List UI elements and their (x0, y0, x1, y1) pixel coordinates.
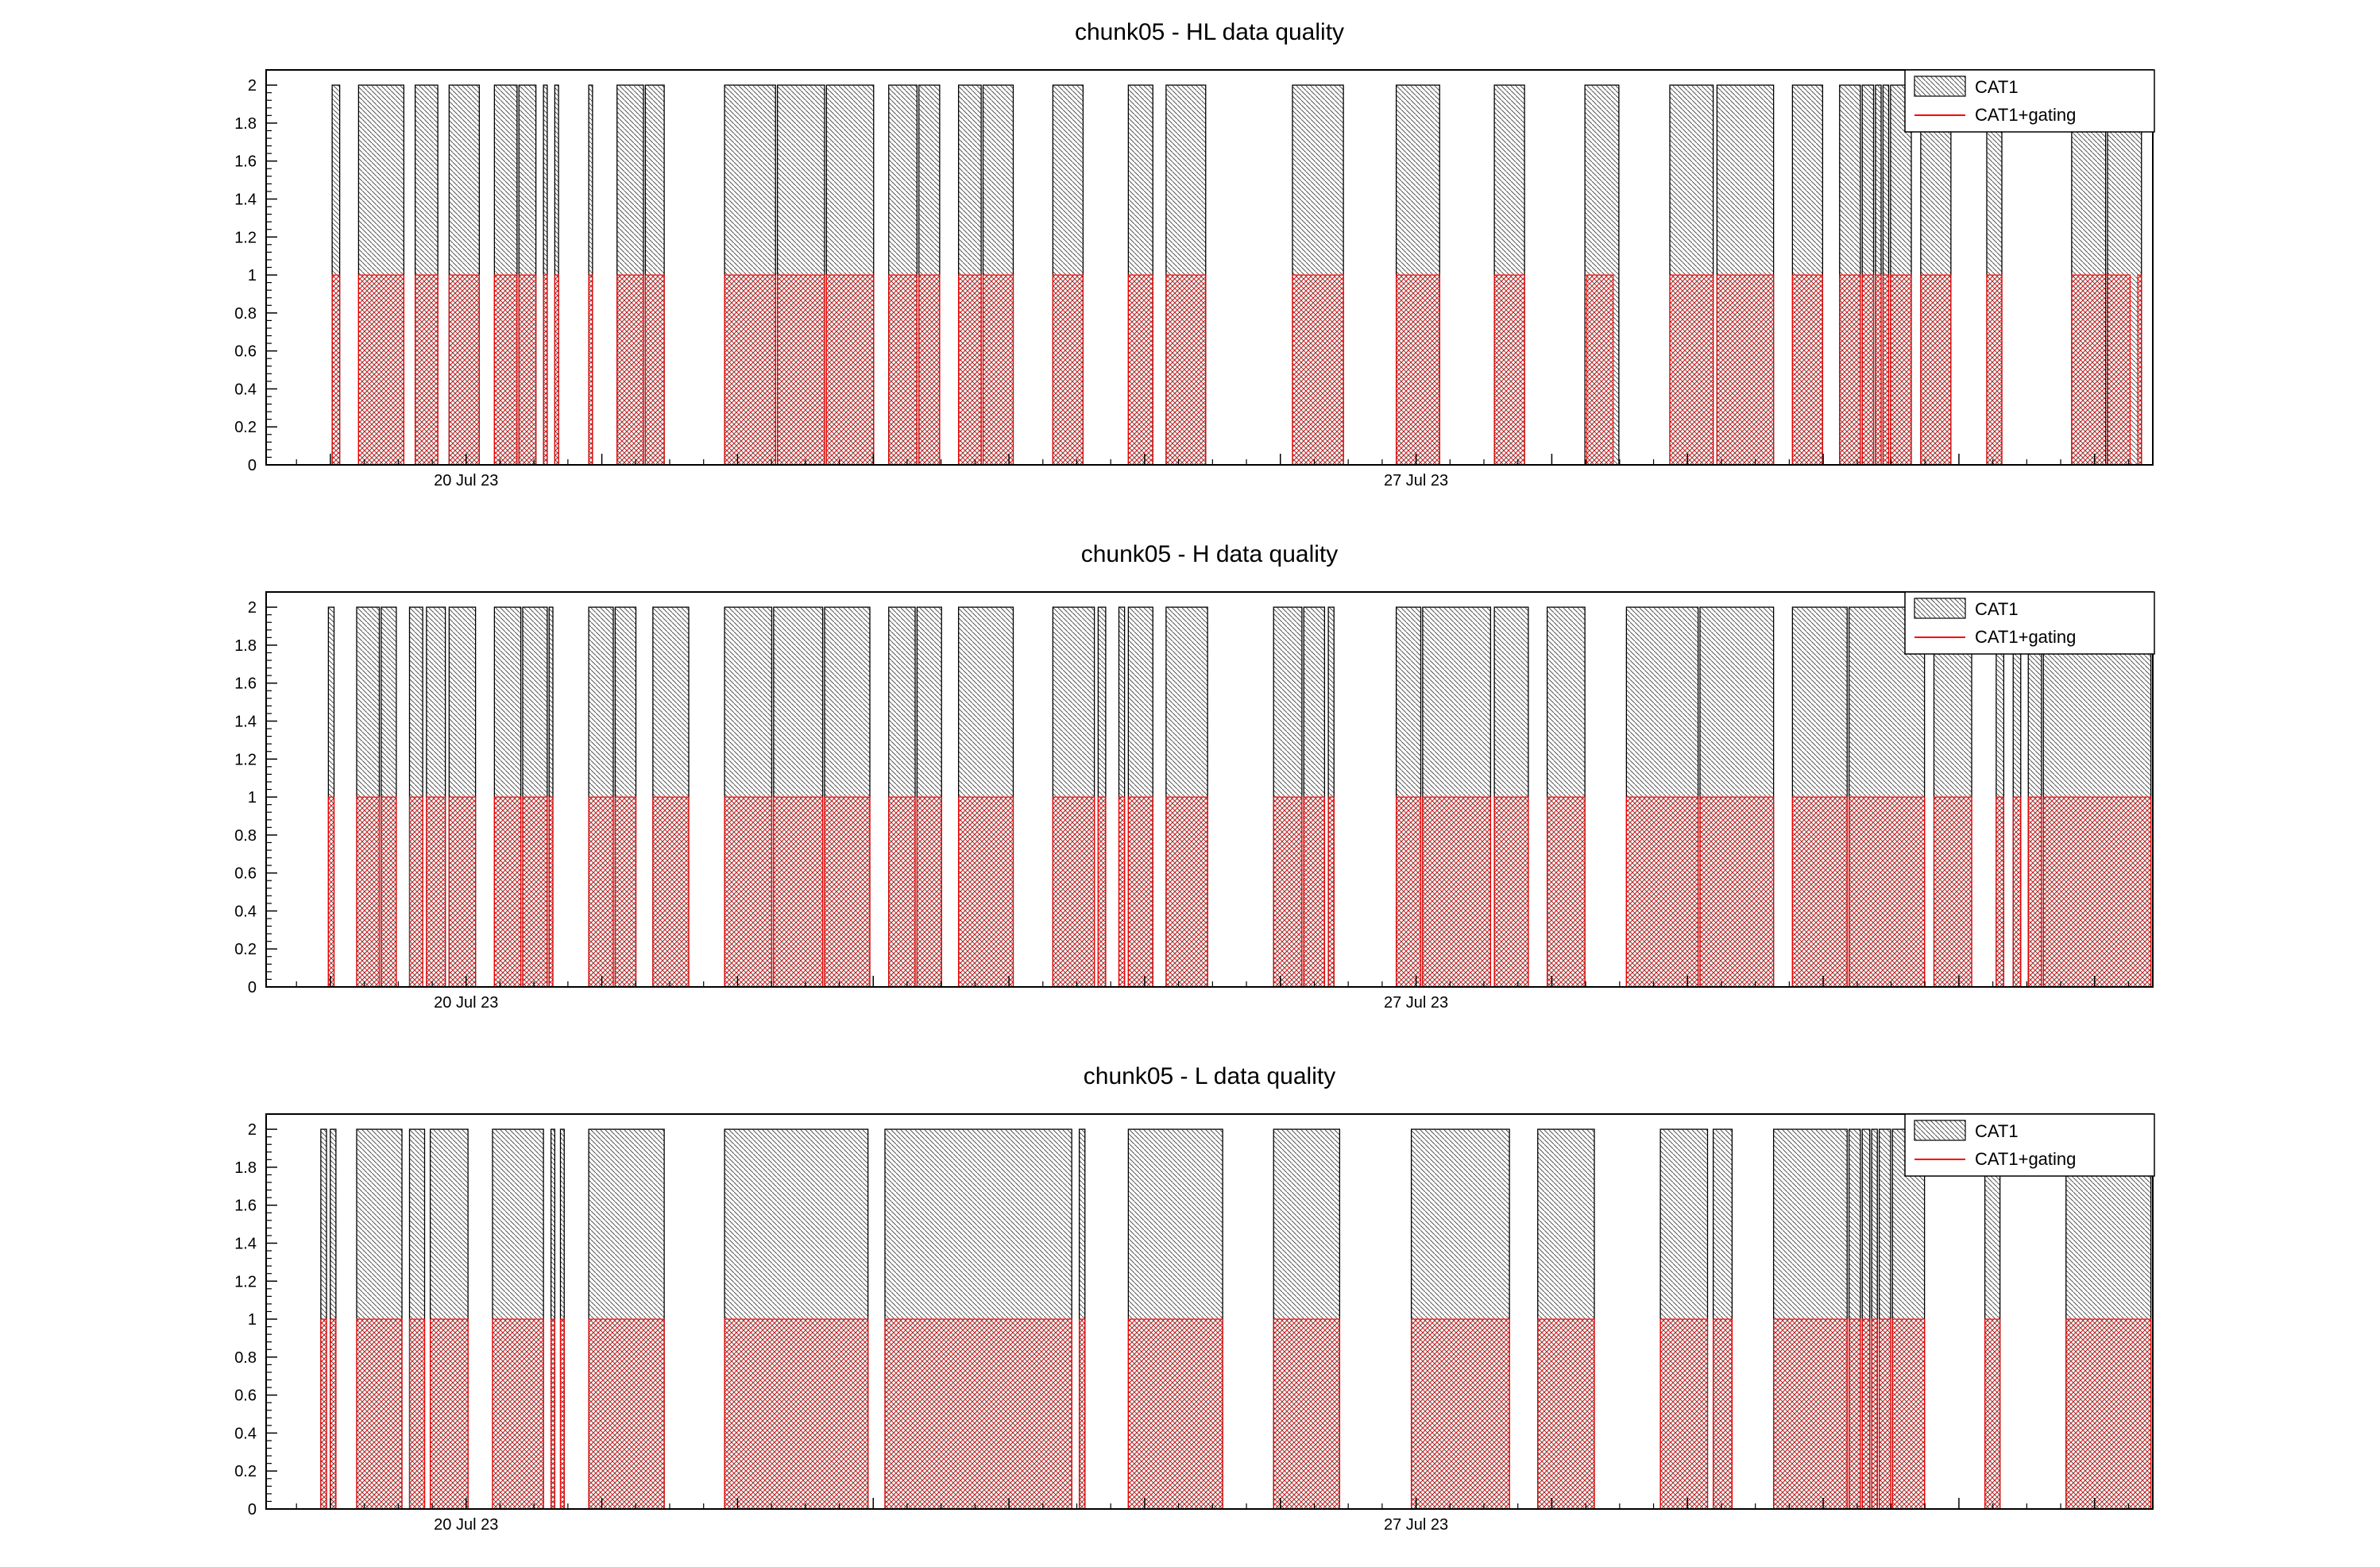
chart-plot-h: 0 0.2 0.4 0.6 0.8 1 1.2 1.4 1.6 1.8 2 20 Jul 23 27 J… (234, 591, 2155, 1012)
y-tick-label: 1.6 (234, 153, 257, 171)
y-tick-label: 0.2 (234, 1463, 257, 1480)
chart-plot-l: 0 0.2 0.4 0.6 0.8 1 1.2 1.4 1.6 1.8 2 20 Jul 23 27 J… (234, 1113, 2155, 1534)
legend: CAT1 CAT1+gating (1904, 591, 2155, 655)
x-date-label: 27 Jul 23 (1384, 994, 1448, 1012)
chart-panel-l: 0 0.2 0.4 0.6 0.8 1 1.2 1.4 1.6 1.8 2 20 Jul 23 27 J… (0, 1044, 2380, 1566)
legend-label-gating: CAT1+gating (1975, 105, 2076, 125)
y-tick-label: 1 (248, 789, 257, 807)
y-tick-label: 1.2 (234, 1273, 257, 1290)
y-tick-label: 0.6 (234, 343, 257, 361)
legend-swatch-cat1 (1914, 598, 1966, 619)
y-tick-label: 0.8 (234, 305, 257, 323)
y-tick-label: 2 (248, 77, 257, 95)
gating-bars (331, 274, 2142, 466)
x-date-label: 20 Jul 23 (434, 1516, 498, 1534)
y-tick-label: 1.4 (234, 191, 257, 208)
legend-label-cat1: CAT1 (1975, 599, 2019, 619)
y-tick-label: 1.6 (234, 675, 257, 693)
y-tick-label: 2 (248, 1121, 257, 1139)
y-axis: 0 0.2 0.4 0.6 0.8 1 1.2 1.4 1.6 1.8 2 (234, 77, 277, 474)
legend: CAT1 CAT1+gating (1904, 1113, 2155, 1177)
y-tick-label: 1.4 (234, 713, 257, 730)
y-tick-label: 0.8 (234, 827, 257, 845)
y-tick-label: 1.2 (234, 229, 257, 246)
y-tick-label: 0.6 (234, 865, 257, 883)
x-axis: 20 Jul 23 27 Jul 23 (296, 454, 2130, 489)
y-tick-label: 0 (248, 979, 257, 996)
legend-label-cat1: CAT1 (1975, 77, 2019, 97)
legend: CAT1 CAT1+gating (1904, 69, 2155, 133)
y-tick-label: 0 (248, 457, 257, 474)
y-tick-label: 1 (248, 267, 257, 284)
y-tick-label: 1 (248, 1311, 257, 1329)
chart-title-l: chunk05 - L data quality (1083, 1063, 1336, 1089)
x-axis: 20 Jul 23 27 Jul 23 (296, 1498, 2130, 1534)
x-date-label: 20 Jul 23 (434, 994, 498, 1012)
y-tick-label: 0 (248, 1501, 257, 1519)
y-axis: 0 0.2 0.4 0.6 0.8 1 1.2 1.4 1.6 1.8 2 (234, 599, 277, 996)
y-tick-label: 0.6 (234, 1387, 257, 1405)
y-tick-label: 0.2 (234, 941, 257, 958)
y-tick-label: 2 (248, 599, 257, 617)
y-tick-label: 1.4 (234, 1235, 257, 1252)
chart-title-hl: chunk05 - HL data quality (1074, 19, 1345, 45)
x-axis: 20 Jul 23 27 Jul 23 (296, 976, 2130, 1012)
gating-bars (327, 796, 2152, 988)
legend-swatch-cat1 (1914, 75, 1966, 97)
x-date-label: 20 Jul 23 (434, 472, 498, 489)
legend-swatch-cat1 (1914, 1120, 1966, 1141)
chart-plot-hl: 0 0.2 0.4 0.6 0.8 1 1.2 1.4 1.6 1.8 2 20 Jul 23 27 J… (234, 69, 2155, 489)
y-tick-label: 0.2 (234, 419, 257, 436)
y-tick-label: 1.8 (234, 115, 257, 133)
y-tick-label: 0.8 (234, 1349, 257, 1367)
gating-bars (320, 1318, 2152, 1510)
y-tick-label: 1.2 (234, 751, 257, 768)
legend-label-cat1: CAT1 (1975, 1121, 2019, 1141)
y-tick-label: 0.4 (234, 1425, 257, 1442)
y-axis: 0 0.2 0.4 0.6 0.8 1 1.2 1.4 1.6 1.8 2 (234, 1121, 277, 1519)
legend-label-gating: CAT1+gating (1975, 1149, 2076, 1169)
y-tick-label: 1.6 (234, 1197, 257, 1215)
y-tick-label: 0.4 (234, 381, 257, 398)
chart-panel-hl: 0 0.2 0.4 0.6 0.8 1 1.2 1.4 1.6 1.8 2 20 Jul 23 27 J… (0, 0, 2380, 522)
chart-panel-h: 0 0.2 0.4 0.6 0.8 1 1.2 1.4 1.6 1.8 2 20 Jul 23 27 J… (0, 522, 2380, 1044)
x-date-label: 27 Jul 23 (1384, 472, 1448, 489)
y-tick-label: 0.4 (234, 903, 257, 920)
legend-label-gating: CAT1+gating (1975, 627, 2076, 647)
y-tick-label: 1.8 (234, 637, 257, 655)
chart-title-h: chunk05 - H data quality (1080, 541, 1339, 567)
x-date-label: 27 Jul 23 (1384, 1516, 1448, 1534)
y-tick-label: 1.8 (234, 1159, 257, 1177)
